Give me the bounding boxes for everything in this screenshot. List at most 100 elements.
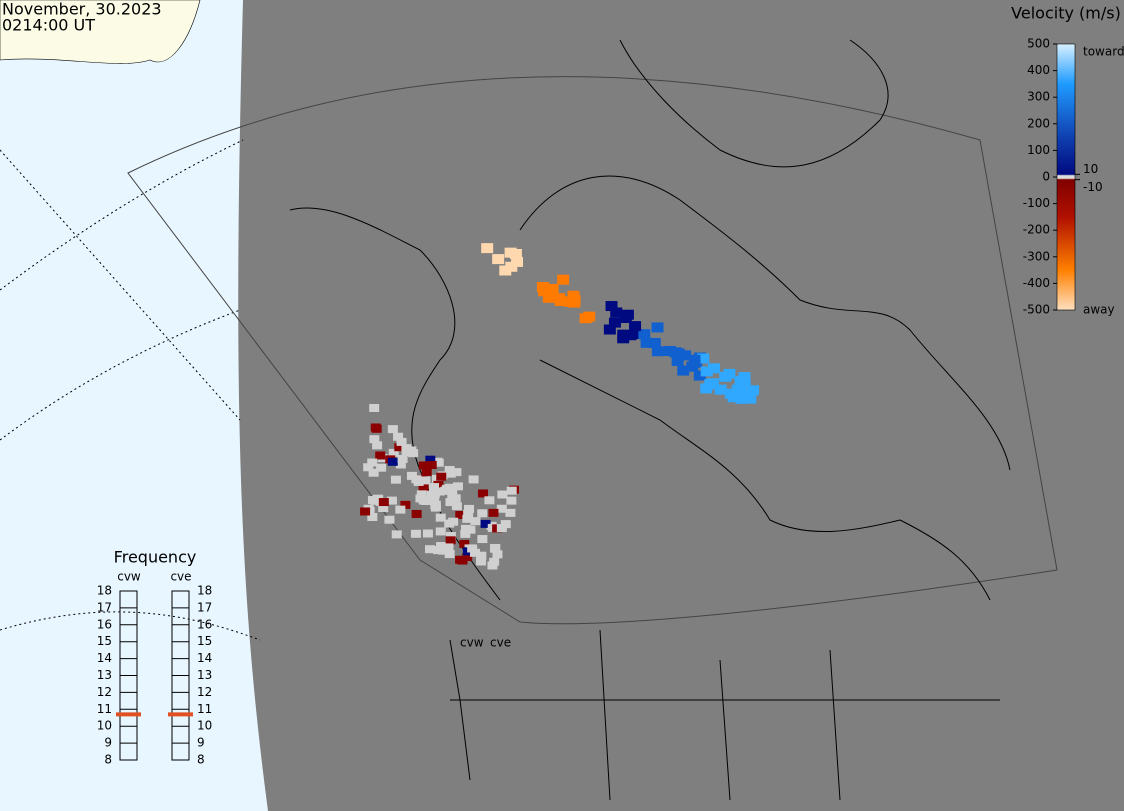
- cell: [445, 536, 456, 545]
- velocity-tick-label: 0: [1042, 170, 1050, 184]
- frequency-tick-label: 16: [197, 617, 212, 631]
- cell: [367, 458, 378, 467]
- cell: [477, 489, 488, 498]
- cell: [610, 307, 623, 318]
- cell: [476, 557, 487, 566]
- cell: [370, 423, 381, 432]
- velocity-tick-label: 10: [1083, 162, 1098, 176]
- frequency-tick-label: 13: [97, 668, 112, 682]
- cell: [608, 317, 621, 328]
- cell: [496, 524, 507, 533]
- cell: [445, 531, 456, 540]
- cell: [378, 504, 389, 513]
- cell: [434, 487, 445, 496]
- cell: [744, 393, 757, 404]
- cell: [447, 489, 458, 498]
- cell: [671, 355, 684, 366]
- cell: [435, 527, 446, 536]
- cell: [489, 544, 500, 553]
- cell: [462, 514, 473, 523]
- cell: [707, 363, 720, 374]
- grid-lines: [0, 139, 261, 641]
- cell: [700, 366, 713, 377]
- velocity-tick-label: 500: [1027, 37, 1050, 51]
- cell: [443, 543, 454, 552]
- cell: [505, 508, 516, 517]
- cell: [375, 451, 386, 460]
- velocity-colorbar: [1056, 43, 1076, 311]
- cell: [603, 324, 616, 335]
- cell: [451, 468, 462, 477]
- cell: [506, 486, 517, 495]
- frequency-tick-label: 9: [197, 736, 205, 750]
- cell: [499, 265, 512, 276]
- cell: [394, 443, 405, 452]
- cell: [747, 385, 760, 396]
- cell: [360, 507, 371, 516]
- cell: [438, 546, 449, 555]
- cell: [463, 509, 474, 518]
- cell: [467, 544, 478, 553]
- site-label: cve: [490, 636, 511, 650]
- cell: [396, 437, 407, 446]
- cell: [538, 286, 551, 297]
- cell: [418, 461, 429, 470]
- cell: [460, 529, 471, 538]
- velocity-tick-label: -300: [1023, 249, 1050, 263]
- cell: [425, 455, 436, 464]
- radar-name: cvw: [117, 570, 141, 584]
- cell: [436, 472, 447, 481]
- cell: [651, 346, 664, 357]
- cell: [388, 448, 399, 457]
- cell: [714, 384, 727, 395]
- cell: [700, 383, 713, 394]
- cell: [448, 517, 459, 526]
- radar-fov: [127, 76, 1058, 625]
- frequency-tick-label: 8: [104, 753, 112, 767]
- cell: [496, 504, 507, 513]
- cell: [452, 482, 463, 491]
- cell: [363, 463, 374, 472]
- cell: [686, 361, 699, 372]
- cell: [450, 494, 461, 503]
- cell: [378, 498, 389, 507]
- cell: [426, 490, 437, 499]
- cell: [429, 496, 440, 505]
- map-area: [238, 0, 1124, 811]
- cell: [465, 525, 476, 534]
- cell: [554, 296, 567, 307]
- cell: [579, 313, 592, 324]
- cell: [651, 322, 664, 333]
- cell: [464, 504, 475, 513]
- cell: [369, 435, 380, 444]
- velocity-tick-label: -100: [1023, 196, 1050, 210]
- frequency-tick-label: 14: [197, 651, 212, 665]
- landmass: [0, 0, 201, 64]
- cell: [387, 457, 398, 466]
- frequency-tick-label: 9: [104, 736, 112, 750]
- cell: [428, 483, 439, 492]
- cell: [451, 502, 462, 511]
- cell: [688, 354, 701, 365]
- cell: [436, 542, 447, 551]
- cell: [469, 548, 480, 557]
- cell: [459, 539, 470, 548]
- cell: [410, 529, 421, 538]
- cell: [408, 449, 419, 458]
- cell: [481, 243, 494, 254]
- cell: [386, 496, 397, 505]
- cell: [411, 509, 422, 518]
- cell: [455, 555, 466, 564]
- frequency-title: Frequency: [114, 548, 197, 567]
- velocity-tick-label: 300: [1027, 90, 1050, 104]
- cell: [557, 274, 570, 285]
- frequency-tick-label: 11: [97, 702, 112, 716]
- frequency-tick-label: 10: [197, 719, 212, 733]
- cell: [511, 256, 524, 267]
- cell: [400, 500, 411, 509]
- cell: [367, 513, 378, 522]
- cell: [621, 309, 634, 320]
- velocity-tick-label: -200: [1023, 223, 1050, 237]
- cell: [440, 486, 451, 495]
- cell: [420, 476, 431, 485]
